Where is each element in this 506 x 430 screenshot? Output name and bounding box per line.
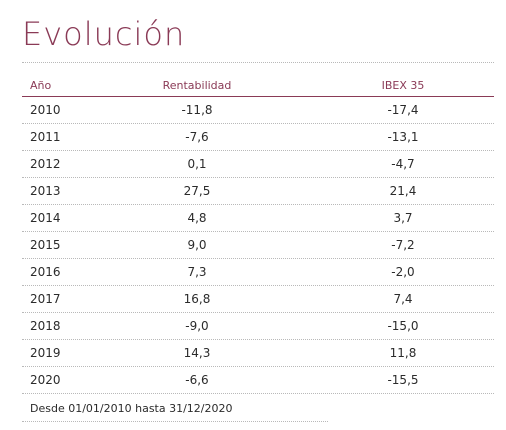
ibex-cell: -17,4 [387, 103, 419, 117]
rentabilidad-cell: -7,6 [185, 130, 209, 144]
table-row: 2014 4,8 3,7 [22, 205, 494, 232]
ibex-cell: 21,4 [389, 184, 417, 198]
table-row: 2010 -11,8 -17,4 [22, 97, 494, 124]
date-range-note: Desde 01/01/2010 hasta 31/12/2020 [30, 402, 233, 415]
performance-table: Año Rentabilidad IBEX 35 2010 -11,8 -17,4 2… [22, 74, 494, 394]
header-ibex: IBEX 35 [381, 78, 425, 92]
year-cell: 2016 [30, 265, 61, 279]
table-row: 2016 7,3 -2,0 [22, 259, 494, 286]
year-cell: 2014 [30, 211, 61, 225]
rentabilidad-cell: -11,8 [181, 103, 213, 117]
ibex-cell: -7,2 [391, 238, 415, 252]
rentabilidad-cell: -9,0 [185, 319, 209, 333]
table-row: 2018 -9,0 -15,0 [22, 313, 494, 340]
rentabilidad-cell: 0,1 [187, 157, 207, 171]
ibex-cell: -2,0 [391, 265, 415, 279]
table-row: 2017 16,8 7,4 [22, 286, 494, 313]
rentabilidad-cell: 4,8 [187, 211, 207, 225]
ibex-cell: -15,0 [387, 319, 419, 333]
table-body: 2010 -11,8 -17,4 2011 -7,6 -13,1 2012 0,1 -4,7 20… [22, 97, 494, 394]
ibex-cell: -4,7 [391, 157, 415, 171]
table-row: 2011 -7,6 -13,1 [22, 124, 494, 151]
year-cell: 2010 [30, 103, 61, 117]
ibex-cell: -13,1 [387, 130, 419, 144]
header-year: Año [30, 78, 52, 92]
year-cell: 2017 [30, 292, 61, 306]
rentabilidad-cell: 16,8 [183, 292, 211, 306]
rentabilidad-cell: 9,0 [187, 238, 207, 252]
year-cell: 2020 [30, 373, 61, 387]
rentabilidad-cell: 27,5 [183, 184, 211, 198]
year-cell: 2018 [30, 319, 61, 333]
year-cell: 2013 [30, 184, 61, 198]
table-row: 2012 0,1 -4,7 [22, 151, 494, 178]
year-cell: 2015 [30, 238, 61, 252]
ibex-cell: 11,8 [389, 346, 417, 360]
page-title: Evolución [22, 15, 186, 53]
year-cell: 2019 [30, 346, 61, 360]
table-row: 2020 -6,6 -15,5 [22, 367, 494, 394]
ibex-cell: 7,4 [393, 292, 413, 306]
title-divider [22, 62, 494, 63]
rentabilidad-cell: 7,3 [187, 265, 207, 279]
ibex-cell: -15,5 [387, 373, 419, 387]
rentabilidad-cell: 14,3 [183, 346, 211, 360]
rentabilidad-cell: -6,6 [185, 373, 209, 387]
table-header-row: Año Rentabilidad IBEX 35 [22, 74, 494, 97]
ibex-cell: 3,7 [393, 211, 413, 225]
year-cell: 2011 [30, 130, 61, 144]
footnote-divider [22, 421, 328, 422]
table-row: 2015 9,0 -7,2 [22, 232, 494, 259]
table-row: 2013 27,5 21,4 [22, 178, 494, 205]
header-rentabilidad: Rentabilidad [162, 78, 232, 92]
table-row: 2019 14,3 11,8 [22, 340, 494, 367]
year-cell: 2012 [30, 157, 61, 171]
